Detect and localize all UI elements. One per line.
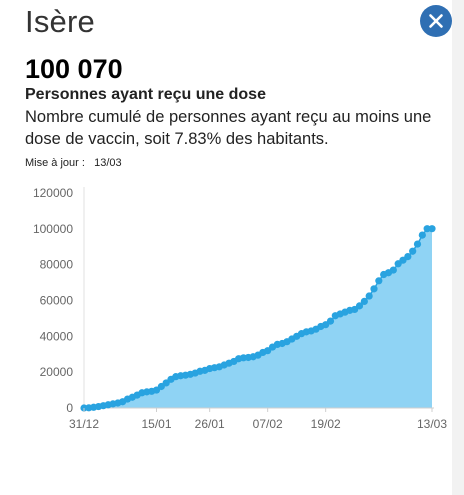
- update-label: Mise à jour :: [25, 157, 85, 169]
- area-fill: [84, 228, 432, 408]
- vaccination-chart: 0 20000 40000 60000 80000 100000 120000 31/12 15…: [33, 186, 447, 431]
- data-point: [360, 297, 368, 305]
- y-tick-label: 60000: [40, 294, 74, 308]
- data-point: [326, 317, 335, 325]
- x-tick-label: 07/02: [253, 417, 283, 431]
- x-tick-label: 19/02: [311, 417, 341, 431]
- close-button[interactable]: [420, 5, 452, 37]
- data-point: [389, 266, 397, 274]
- y-tick-label: 100000: [33, 222, 73, 236]
- info-panel: Isère 100 070 Personnes ayant reçu une d…: [0, 0, 452, 495]
- y-tick-label: 80000: [40, 258, 74, 272]
- data-point: [428, 225, 436, 233]
- x-tick-label: 13/03: [417, 417, 447, 431]
- x-tick-label: 31/12: [69, 417, 99, 431]
- y-tick-label: 0: [66, 401, 73, 415]
- stat-label: Personnes ayant reçu une dose: [25, 86, 266, 103]
- close-icon: [429, 14, 443, 28]
- stat-value: 100 070: [25, 54, 123, 84]
- data-point: [404, 253, 412, 261]
- data-point: [365, 292, 373, 300]
- data-point: [418, 231, 426, 239]
- data-point: [375, 277, 383, 285]
- region-title: Isère: [25, 4, 95, 39]
- data-point: [413, 240, 422, 248]
- data-point: [355, 302, 364, 310]
- stat-description: Nombre cumulé de personnes ayant reçu au…: [25, 108, 432, 148]
- data-point: [370, 285, 378, 293]
- y-tick-label: 120000: [33, 186, 73, 200]
- y-tick-label: 40000: [40, 329, 74, 343]
- y-tick-label: 20000: [40, 365, 74, 379]
- update-info: Mise à jour : 13/03: [25, 157, 122, 169]
- data-point: [409, 247, 417, 255]
- x-tick-label: 15/01: [141, 417, 171, 431]
- x-tick-label: 26/01: [195, 417, 225, 431]
- update-date: 13/03: [94, 157, 122, 169]
